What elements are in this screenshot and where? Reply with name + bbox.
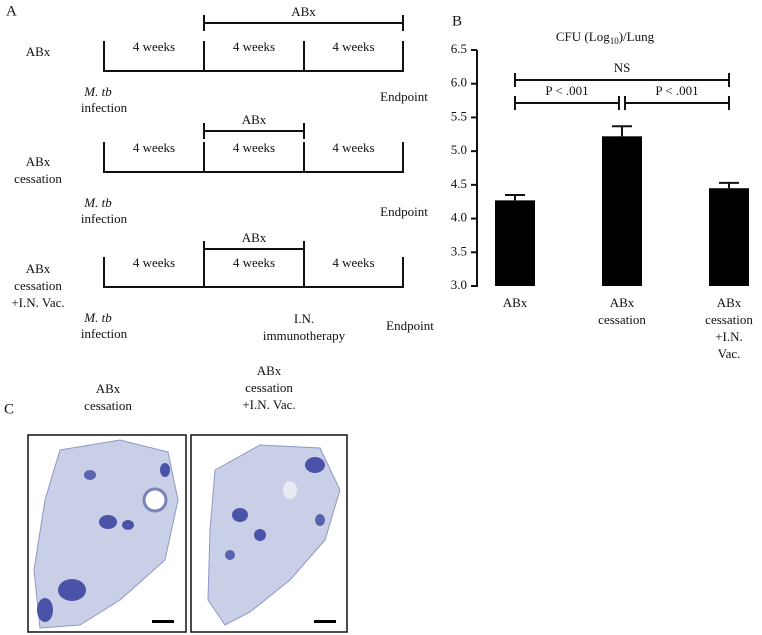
- mid-label: immunotherapy: [263, 328, 346, 343]
- period-label: 4 weeks: [133, 39, 175, 54]
- panel-label: B: [452, 13, 462, 29]
- histology-image: [190, 434, 348, 633]
- bar: [709, 188, 749, 286]
- period-label: 4 weeks: [233, 140, 275, 155]
- significance-label: P < .001: [655, 83, 698, 98]
- end-label: Endpoint: [386, 318, 434, 333]
- start-label: M. tb: [83, 84, 112, 99]
- y-tick-label: 4.0: [451, 210, 467, 225]
- title-part: 10: [610, 36, 620, 46]
- bar: [602, 136, 642, 286]
- start-label: infection: [81, 100, 128, 115]
- y-tick-label: 6.5: [451, 41, 467, 56]
- period-label: 4 weeks: [233, 255, 275, 270]
- end-label: Endpoint: [380, 89, 428, 104]
- panel-label: C: [4, 401, 14, 417]
- title-part: CFU (Log: [556, 29, 610, 44]
- abx-label: ABx: [291, 4, 316, 19]
- abx-label: ABx: [242, 230, 267, 245]
- abx-label: ABx: [242, 112, 267, 127]
- image-title: ABx cessation +I.N. Vac.: [242, 363, 296, 412]
- mid-label: I.N.: [294, 311, 314, 326]
- period-label: 4 weeks: [332, 39, 374, 54]
- row-label: cessation: [14, 171, 62, 186]
- row-label: ABx: [26, 154, 51, 169]
- period-label: 4 weeks: [133, 140, 175, 155]
- image-title: ABx cessation: [84, 381, 132, 413]
- y-tick-label: 5.0: [451, 142, 467, 157]
- y-tick-label: 3.5: [451, 243, 467, 258]
- chart-title: CFU (Log10)/Lung: [556, 29, 655, 46]
- significance-label: P < .001: [545, 83, 588, 98]
- start-label: infection: [81, 211, 128, 226]
- x-tick-label: ABx: [502, 295, 528, 310]
- end-label: Endpoint: [380, 204, 428, 219]
- x-tick-label: ABx cessation +I.N. Vac.: [705, 295, 753, 361]
- start-label: M. tb: [83, 310, 112, 325]
- period-label: 4 weeks: [233, 39, 275, 54]
- row-label: ABx: [26, 261, 51, 276]
- row-label: ABx: [26, 44, 51, 59]
- start-label: M. tb: [83, 195, 112, 210]
- bar: [495, 200, 535, 286]
- y-tick-label: 5.5: [451, 108, 467, 123]
- period-label: 4 weeks: [332, 255, 374, 270]
- panel-label: A: [6, 3, 17, 19]
- row-label: +I.N. Vac.: [11, 295, 64, 310]
- y-tick-label: 4.5: [451, 176, 467, 191]
- title-part: )/Lung: [619, 29, 655, 44]
- period-label: 4 weeks: [133, 255, 175, 270]
- histology-image: [27, 434, 187, 633]
- significance-label: NS: [614, 60, 631, 75]
- y-tick-label: 6.0: [451, 75, 467, 90]
- row-label: cessation: [14, 278, 62, 293]
- start-label: infection: [81, 326, 128, 341]
- y-tick-label: 3.0: [451, 277, 467, 292]
- period-label: 4 weeks: [332, 140, 374, 155]
- x-tick-label: ABx cessation: [598, 295, 646, 327]
